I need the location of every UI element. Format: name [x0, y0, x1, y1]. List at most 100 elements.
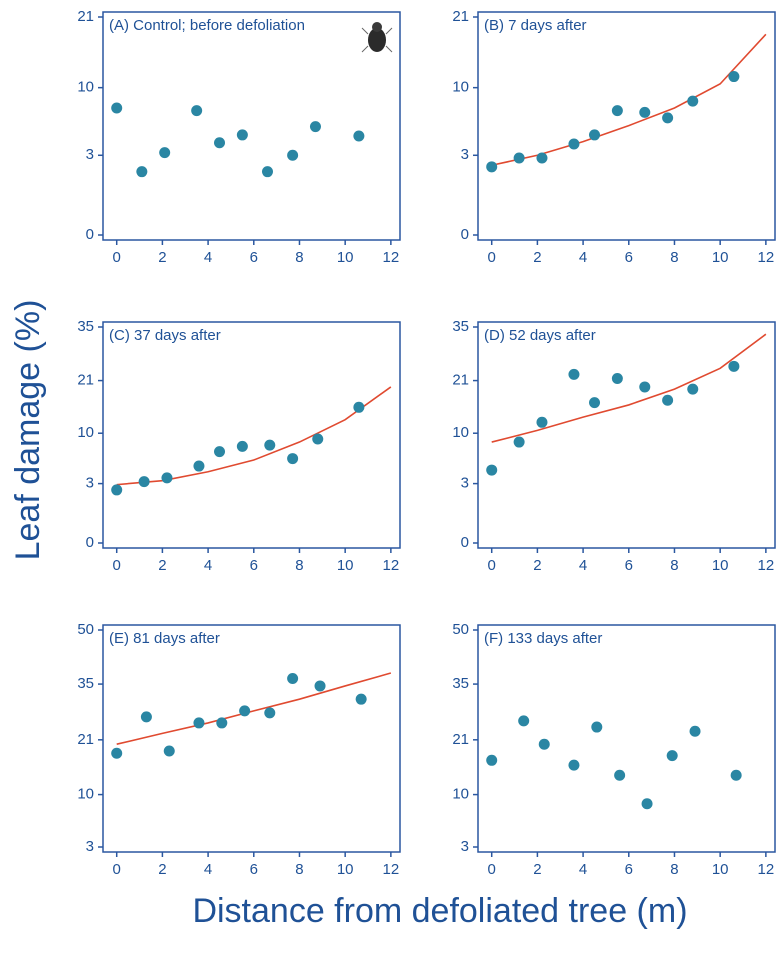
- x-tick-label: 4: [579, 861, 587, 878]
- data-point: [138, 476, 150, 488]
- x-tick-label: 8: [295, 557, 303, 574]
- data-point: [163, 745, 175, 757]
- data-point: [538, 738, 550, 750]
- y-tick-label: 35: [452, 675, 469, 692]
- data-point: [518, 715, 530, 727]
- x-tick-label: 2: [533, 557, 541, 574]
- panel-title: (E) 81 days after: [109, 630, 220, 647]
- x-tick-label: 8: [670, 557, 678, 574]
- data-point: [568, 138, 580, 150]
- x-tick-label: 10: [337, 557, 354, 574]
- data-point: [730, 769, 742, 781]
- x-tick-label: 6: [250, 557, 258, 574]
- data-point: [312, 433, 324, 445]
- y-tick-label: 10: [77, 424, 94, 441]
- y-tick-label: 3: [86, 146, 94, 163]
- x-tick-label: 4: [204, 861, 212, 878]
- x-tick-label: 12: [758, 557, 775, 574]
- y-tick-label: 0: [461, 534, 469, 551]
- x-tick-label: 10: [712, 861, 729, 878]
- data-point: [611, 372, 623, 384]
- x-tick-label: 12: [758, 249, 775, 266]
- fit-line: [116, 386, 392, 486]
- y-tick-label: 3: [461, 475, 469, 492]
- x-tick-label: 4: [579, 557, 587, 574]
- plot-frame: [477, 11, 776, 241]
- panel-title: (C) 37 days after: [109, 327, 221, 344]
- y-tick-label: 3: [461, 146, 469, 163]
- data-point: [140, 711, 152, 723]
- data-point: [486, 754, 498, 766]
- x-tick-label: 10: [337, 861, 354, 878]
- data-point: [639, 106, 651, 118]
- y-tick-label: 35: [77, 675, 94, 692]
- data-point: [611, 105, 623, 117]
- data-point: [159, 147, 171, 159]
- y-tick-label: 21: [452, 8, 469, 25]
- data-point: [639, 381, 651, 393]
- beetle-icon: [361, 22, 393, 53]
- y-tick-label: 21: [77, 8, 94, 25]
- plot-frame: [477, 321, 776, 549]
- data-point: [536, 152, 548, 164]
- x-tick-label: 6: [625, 249, 633, 266]
- plot-frame: [102, 321, 401, 549]
- data-point: [239, 705, 251, 717]
- data-point: [513, 152, 525, 164]
- y-tick-label: 0: [461, 226, 469, 243]
- x-tick-label: 0: [488, 861, 496, 878]
- x-tick-label: 0: [113, 557, 121, 574]
- data-point: [287, 453, 299, 465]
- data-point: [614, 769, 626, 781]
- data-point: [728, 360, 740, 372]
- x-tick-label: 4: [204, 557, 212, 574]
- y-tick-label: 35: [452, 318, 469, 335]
- y-tick-label: 0: [86, 534, 94, 551]
- data-point: [261, 166, 273, 178]
- data-point: [486, 161, 498, 173]
- data-point: [111, 484, 123, 496]
- x-tick-label: 12: [758, 861, 775, 878]
- y-tick-label: 3: [461, 838, 469, 855]
- fit-line: [116, 672, 392, 745]
- data-point: [591, 721, 603, 733]
- y-tick-label: 10: [452, 79, 469, 96]
- data-point: [568, 368, 580, 380]
- y-tick-label: 10: [77, 786, 94, 803]
- data-point: [193, 460, 205, 472]
- fit-line: [491, 33, 767, 167]
- data-point: [287, 149, 299, 161]
- data-point: [111, 102, 123, 114]
- data-point: [513, 436, 525, 448]
- x-tick-label: 10: [712, 249, 729, 266]
- x-tick-label: 8: [295, 861, 303, 878]
- data-point: [589, 129, 601, 141]
- data-point: [662, 112, 674, 124]
- x-tick-label: 8: [670, 861, 678, 878]
- data-point: [264, 439, 276, 451]
- x-tick-label: 10: [337, 249, 354, 266]
- x-tick-label: 2: [158, 861, 166, 878]
- data-point: [287, 673, 299, 685]
- data-point: [216, 717, 228, 729]
- x-tick-label: 12: [383, 249, 400, 266]
- plot-frame: [102, 11, 401, 241]
- panel-title: (A) Control; before defoliation: [109, 17, 305, 34]
- y-tick-label: 21: [77, 731, 94, 748]
- y-tick-label: 21: [452, 372, 469, 389]
- x-tick-label: 2: [533, 249, 541, 266]
- fit-line: [491, 333, 767, 443]
- x-tick-label: 6: [250, 861, 258, 878]
- y-tick-label: 21: [452, 731, 469, 748]
- y-tick-label: 0: [86, 226, 94, 243]
- x-tick-label: 6: [625, 861, 633, 878]
- data-point: [161, 472, 173, 484]
- x-tick-label: 4: [579, 249, 587, 266]
- data-point: [191, 105, 203, 117]
- x-tick-label: 2: [158, 249, 166, 266]
- x-tick-label: 4: [204, 249, 212, 266]
- data-point: [568, 759, 580, 771]
- data-point: [314, 680, 326, 692]
- data-point: [214, 446, 226, 458]
